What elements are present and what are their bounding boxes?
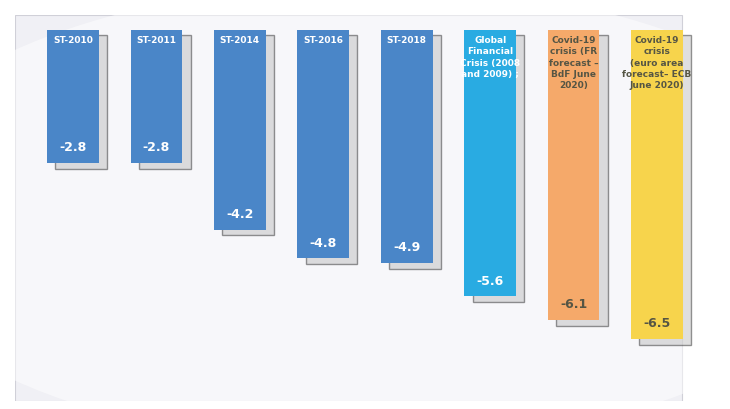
Bar [47, 31, 99, 164]
FancyBboxPatch shape [306, 36, 358, 264]
Text: ST-2014: ST-2014 [220, 36, 260, 45]
Bar [214, 31, 266, 230]
Bar [548, 31, 599, 320]
Text: -4.9: -4.9 [393, 241, 420, 254]
FancyBboxPatch shape [556, 36, 608, 326]
Bar [631, 31, 683, 339]
Text: ST-2016: ST-2016 [303, 36, 343, 45]
FancyBboxPatch shape [139, 36, 191, 169]
Text: -2.8: -2.8 [59, 141, 87, 154]
FancyBboxPatch shape [389, 36, 441, 269]
Bar [297, 31, 349, 258]
Bar [381, 31, 433, 263]
Text: ST-2010: ST-2010 [53, 36, 93, 45]
FancyBboxPatch shape [55, 36, 107, 169]
Bar [464, 31, 516, 297]
Text: -6.1: -6.1 [560, 298, 587, 311]
Text: -2.8: -2.8 [143, 141, 170, 154]
Text: -5.6: -5.6 [477, 274, 504, 287]
FancyBboxPatch shape [15, 16, 682, 401]
Text: -6.5: -6.5 [643, 317, 671, 330]
Text: -4.8: -4.8 [310, 236, 337, 249]
Text: Global
Financial
Crisis (2008
and 2009) ;: Global Financial Crisis (2008 and 2009) … [460, 36, 520, 79]
FancyBboxPatch shape [639, 36, 691, 345]
FancyBboxPatch shape [472, 36, 524, 302]
Text: -4.2: -4.2 [226, 207, 253, 220]
Text: Covid-19
crisis
(euro area
forecast– ECB
June 2020): Covid-19 crisis (euro area forecast– ECB… [623, 36, 691, 90]
Text: ST-2018: ST-2018 [387, 36, 427, 45]
Text: ST-2011: ST-2011 [137, 36, 177, 45]
FancyBboxPatch shape [223, 36, 274, 236]
Bar [131, 31, 182, 164]
Text: Covid-19
crisis (FR
forecast –
BdF June
2020): Covid-19 crisis (FR forecast – BdF June … [549, 36, 599, 90]
